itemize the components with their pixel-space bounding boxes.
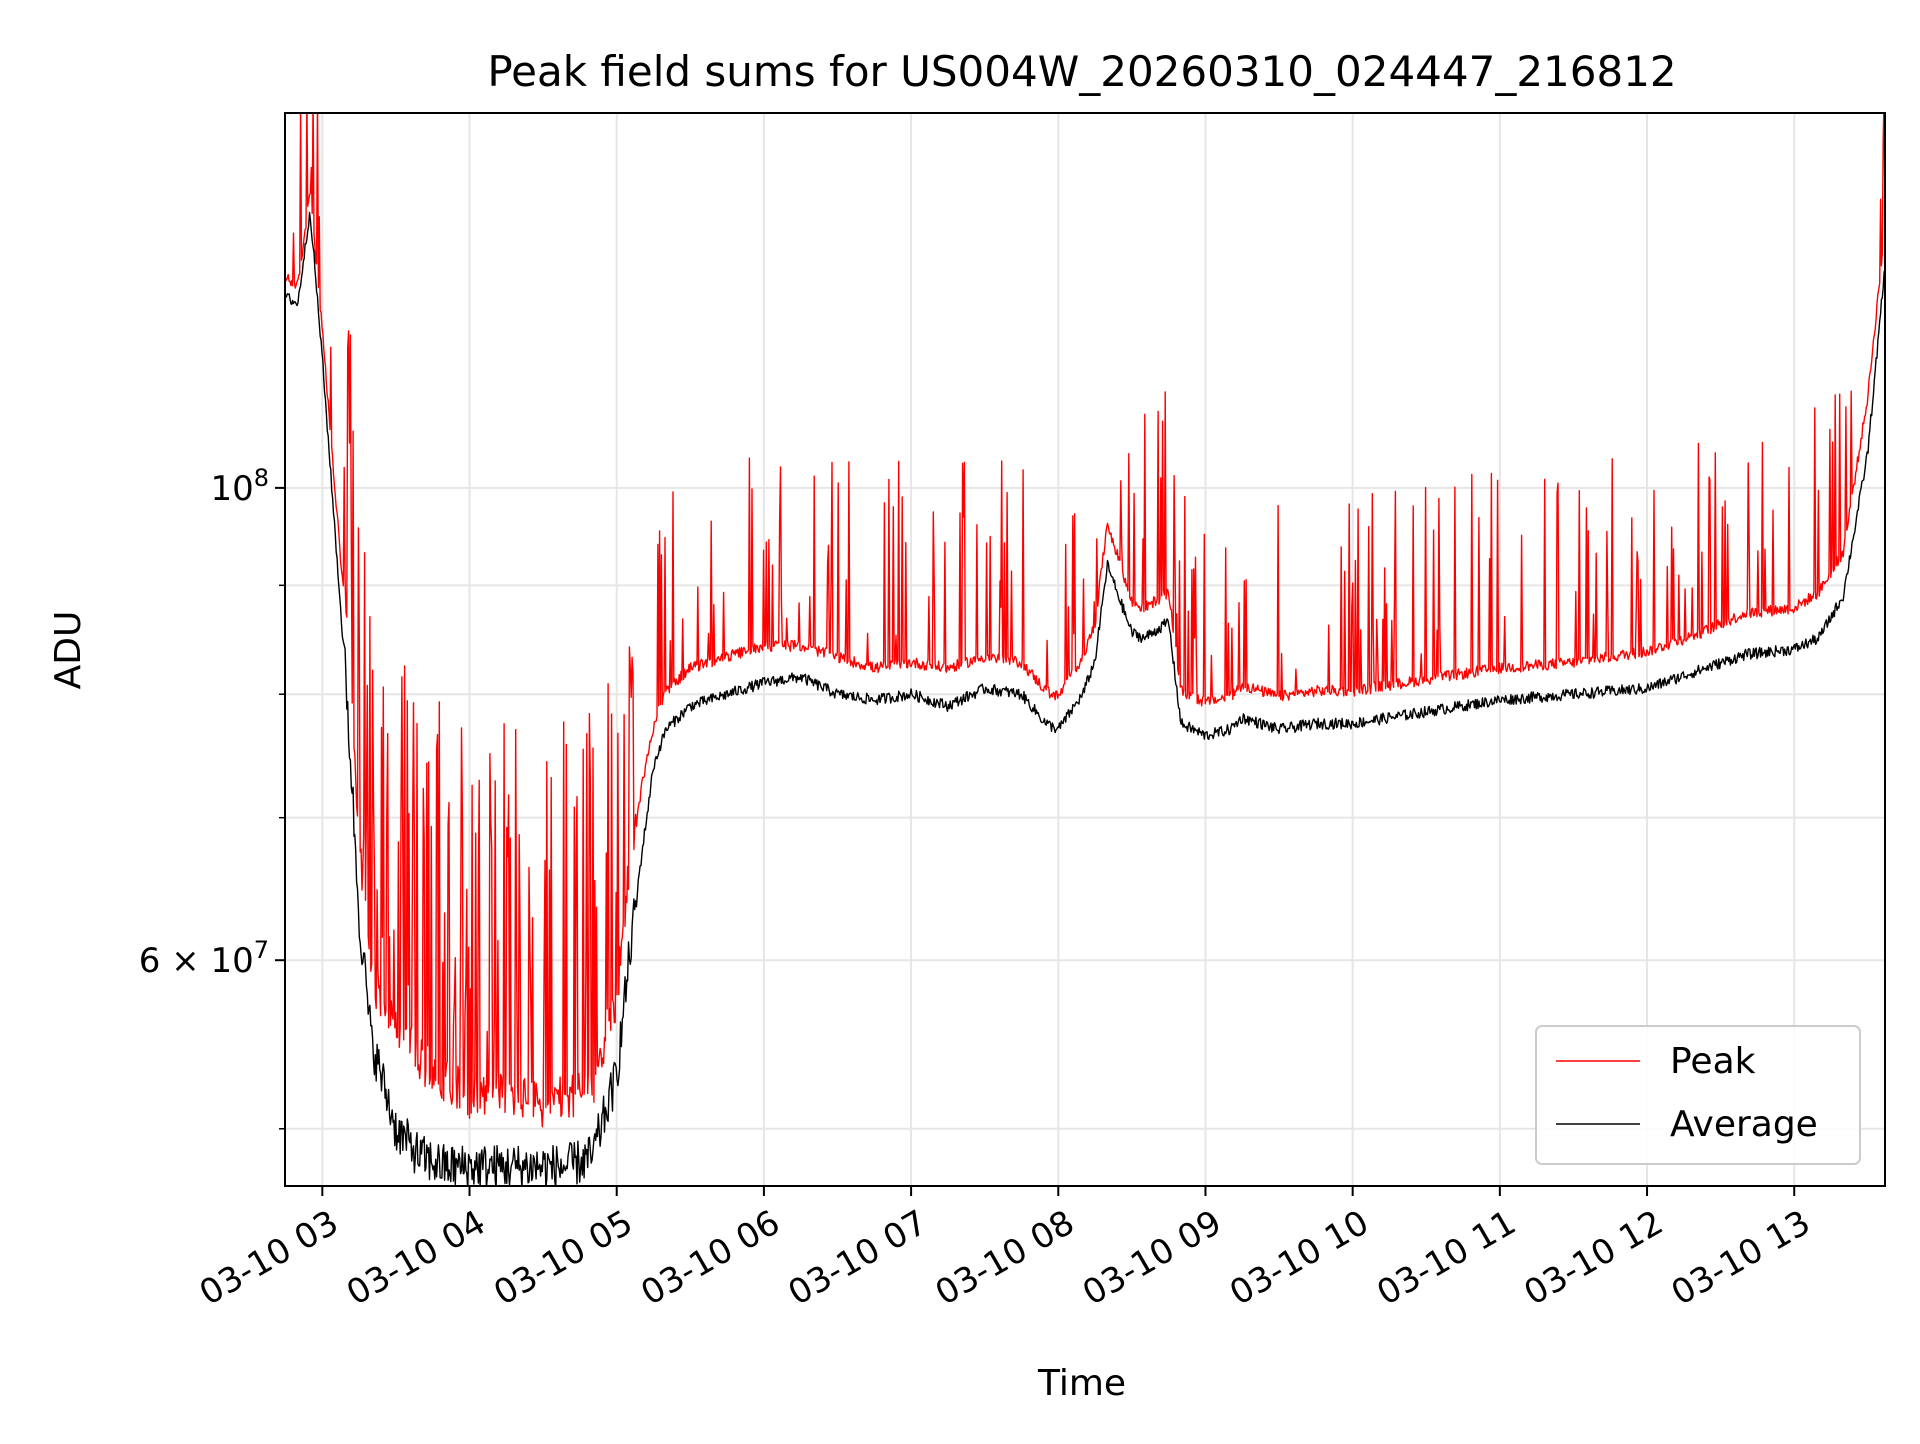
legend-label-peak: Peak [1670, 1041, 1756, 1082]
y-tick-label: 108 [210, 464, 269, 509]
series-layer [285, 113, 1885, 1186]
legend-label-average: Average [1670, 1104, 1818, 1145]
x-axis-label: Time [1037, 1363, 1126, 1404]
plot-frame [284, 112, 1886, 1187]
y-axis-label: ADU [48, 611, 89, 690]
legend: Peak Average [1535, 1025, 1861, 1165]
y-tick-label: 6 × 107 [139, 936, 269, 981]
chart-title: Peak field sums for US004W_20260310_0244… [487, 47, 1676, 96]
series-line-peak [285, 113, 1885, 1128]
series-line-average [285, 211, 1885, 1186]
